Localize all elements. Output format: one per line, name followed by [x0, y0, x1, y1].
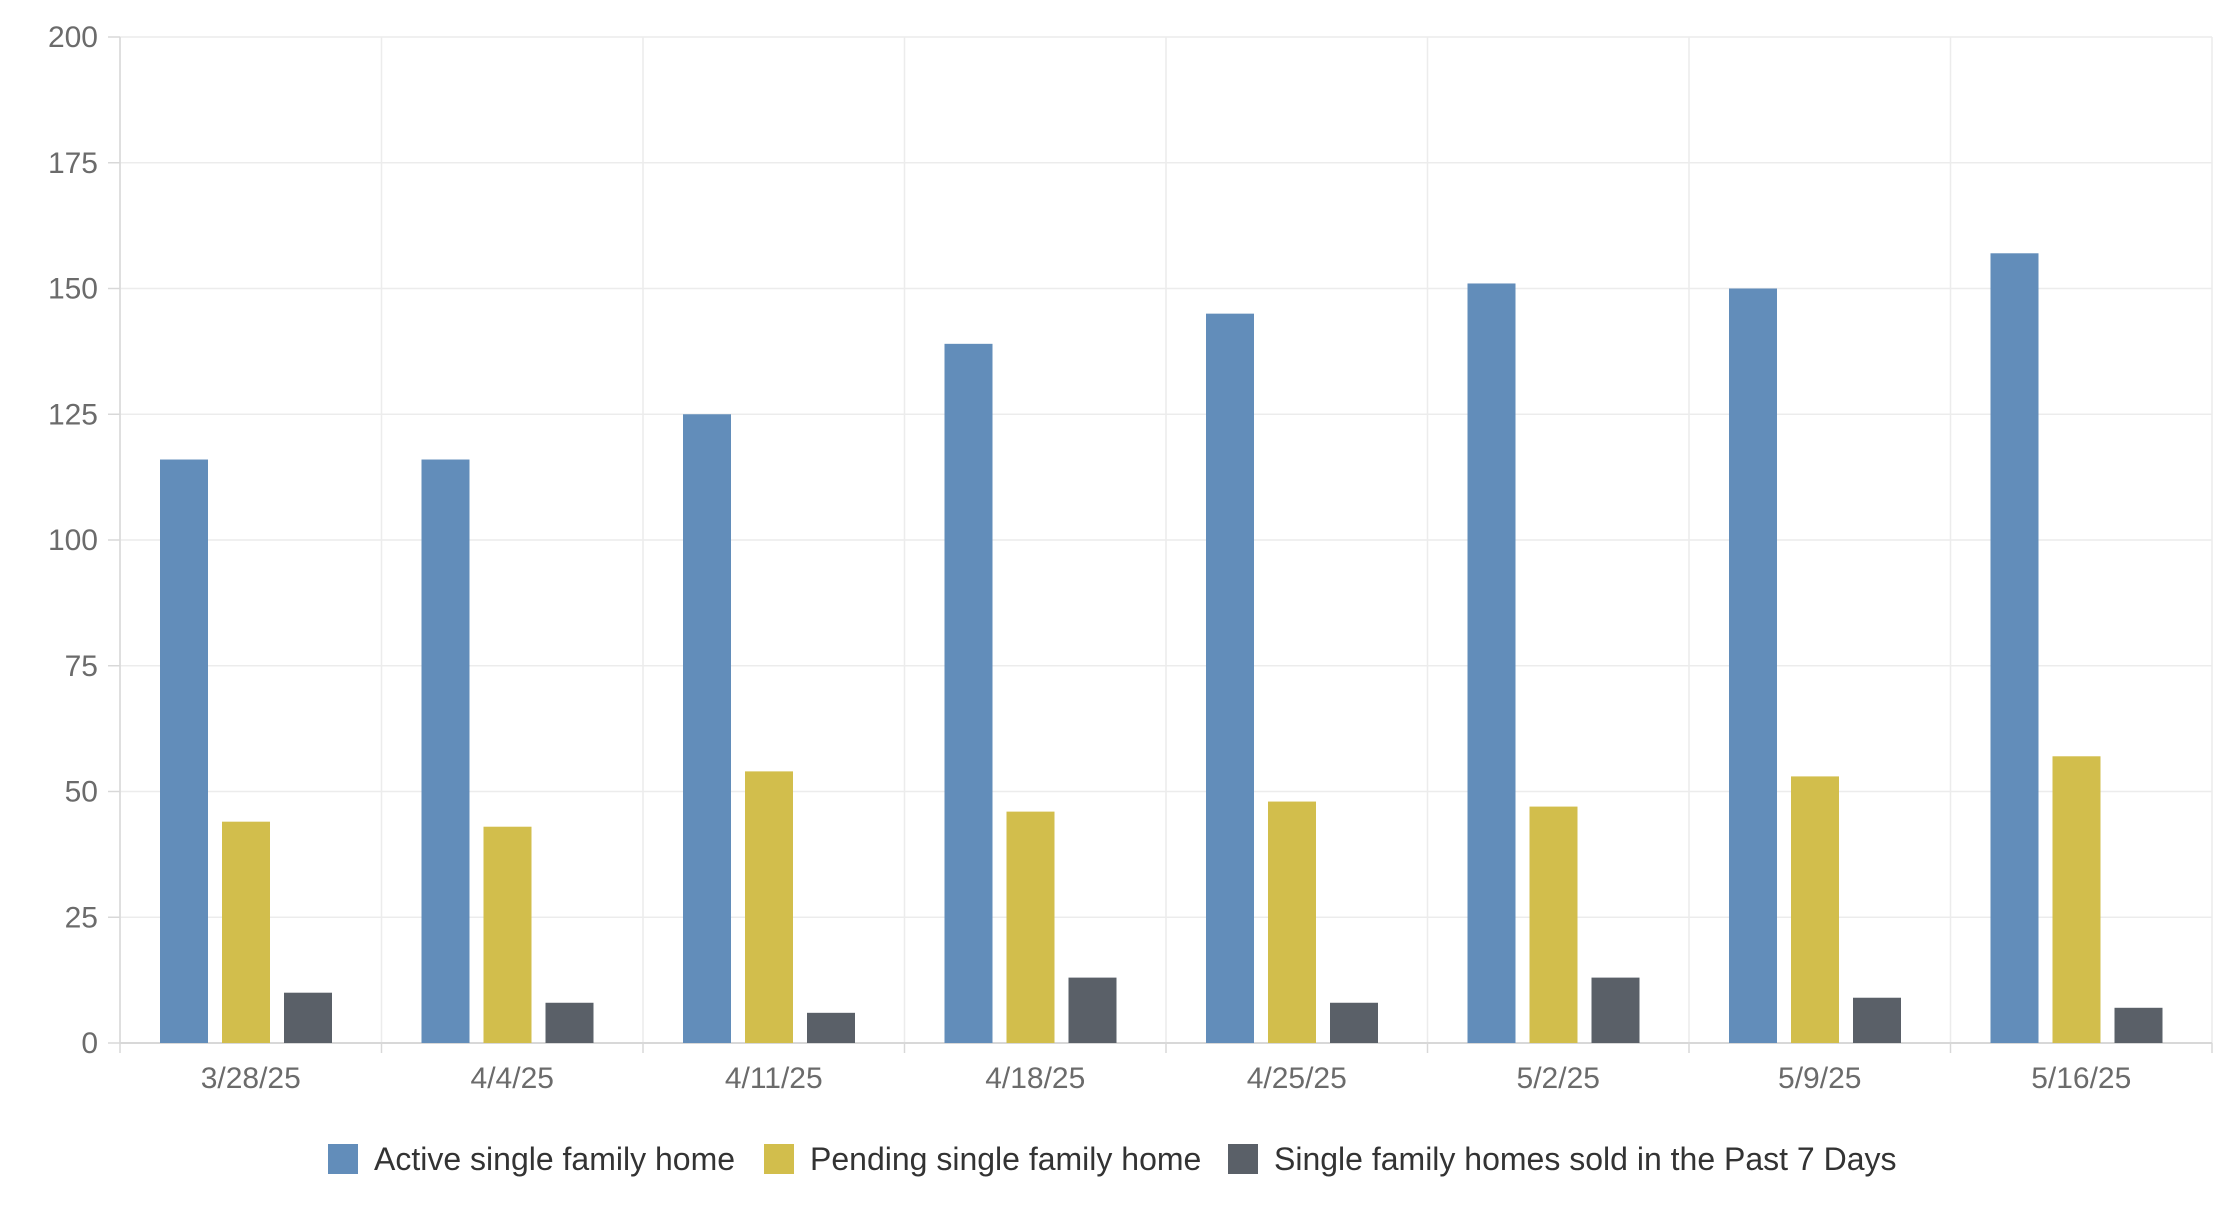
bars: [160, 253, 2163, 1044]
legend-label: Single family homes sold in the Past 7 D…: [1274, 1141, 1897, 1177]
bar-series-2-5-16-25[interactable]: [2114, 1007, 2163, 1043]
bar-series-0-5-16-25[interactable]: [1990, 253, 2039, 1044]
bar-series-2-3-28-25[interactable]: [284, 992, 332, 1043]
bar-series-0-5-9-25[interactable]: [1729, 288, 1777, 1044]
y-tick-label: 150: [48, 273, 98, 306]
x-tick-label: 4/11/25: [725, 1062, 823, 1095]
bar-series-2-4-25-25[interactable]: [1330, 1002, 1378, 1043]
bar-series-2-4-11-25[interactable]: [807, 1012, 855, 1043]
y-tick-label: 50: [65, 776, 98, 809]
y-axis-tick-labels: 0 25 50 75 100 125 150 175 200: [48, 21, 98, 1060]
legend-item-0[interactable]: Active single family home: [328, 1141, 735, 1177]
bar-series-0-4-11-25[interactable]: [683, 414, 731, 1043]
bar-series-2-5-2-25[interactable]: [1591, 977, 1640, 1043]
bar-series-1-4-25-25[interactable]: [1268, 801, 1316, 1043]
bar-series-2-5-9-25[interactable]: [1853, 997, 1901, 1043]
bar-series-0-4-4-25[interactable]: [421, 459, 470, 1043]
y-tick-label: 200: [48, 21, 98, 54]
bar-series-2-4-18-25[interactable]: [1068, 977, 1117, 1043]
legend-label: Pending single family home: [810, 1141, 1201, 1177]
bar-series-0-4-25-25[interactable]: [1206, 313, 1254, 1043]
bar-series-1-4-18-25[interactable]: [1006, 811, 1055, 1043]
bar-series-0-3-28-25[interactable]: [160, 459, 208, 1043]
y-tick-label: 25: [65, 901, 98, 934]
bar-series-1-4-11-25[interactable]: [745, 771, 793, 1043]
x-tick-label: 4/25/25: [1247, 1062, 1347, 1095]
x-tick-label: 4/18/25: [985, 1062, 1085, 1095]
bar-series-1-5-2-25[interactable]: [1529, 806, 1578, 1043]
y-tick-label: 125: [48, 398, 98, 431]
legend-label: Active single family home: [374, 1141, 735, 1177]
legend: Active single family home Pending single …: [328, 1141, 1897, 1177]
bar-series-1-5-16-25[interactable]: [2052, 756, 2101, 1043]
bar-series-1-3-28-25[interactable]: [222, 821, 270, 1043]
legend-item-2[interactable]: Single family homes sold in the Past 7 D…: [1228, 1141, 1897, 1177]
x-tick-label: 5/2/25: [1517, 1062, 1600, 1095]
y-tick-label: 175: [48, 147, 98, 180]
y-tick-label: 0: [81, 1027, 98, 1060]
legend-swatch: [764, 1144, 794, 1174]
legend-item-1[interactable]: Pending single family home: [764, 1141, 1201, 1177]
x-tick-label: 5/16/25: [2031, 1062, 2131, 1095]
y-tick-label: 75: [65, 650, 98, 683]
x-tick-label: 3/28/25: [201, 1062, 301, 1095]
bar-series-0-4-18-25[interactable]: [944, 343, 993, 1044]
bar-series-1-5-9-25[interactable]: [1791, 776, 1839, 1043]
bar-series-2-4-4-25[interactable]: [545, 1002, 594, 1043]
bar-series-0-5-2-25[interactable]: [1467, 283, 1516, 1044]
x-tick-label: 5/9/25: [1778, 1062, 1861, 1095]
x-tick-label: 4/4/25: [471, 1062, 554, 1095]
y-tick-label: 100: [48, 524, 98, 557]
bar-series-1-4-4-25[interactable]: [483, 826, 532, 1043]
x-axis-tick-labels: 3/28/25 4/4/25 4/11/25 4/18/25 4/25/25 5/2/25…: [201, 1062, 2132, 1095]
legend-swatch: [328, 1144, 358, 1174]
legend-swatch: [1228, 1144, 1258, 1174]
